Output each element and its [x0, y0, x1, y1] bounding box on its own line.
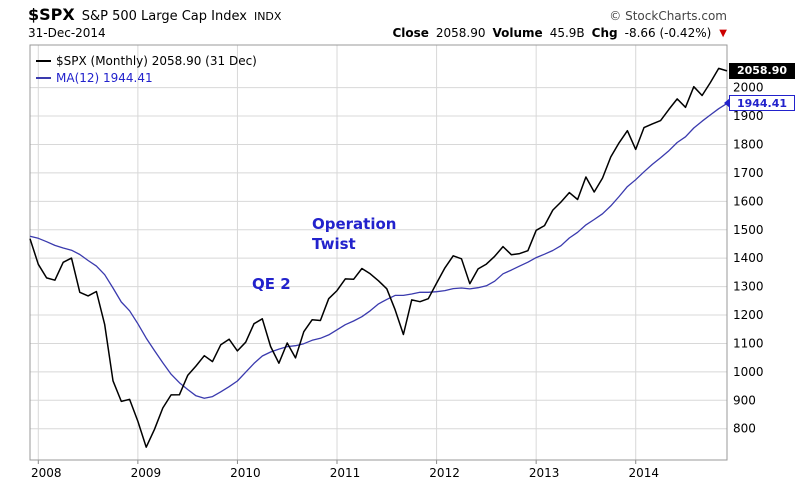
annotation-operation-twist: Operation Twist — [312, 214, 396, 254]
svg-text:2012: 2012 — [429, 466, 460, 480]
plot-legend: $SPX (Monthly) 2058.90 (31 Dec) MA(12) 1… — [36, 52, 257, 86]
svg-text:1900: 1900 — [733, 109, 764, 123]
chg-label: Chg — [591, 26, 618, 40]
svg-text:1800: 1800 — [733, 137, 764, 151]
legend-spx-label: $SPX (Monthly) 2058.90 (31 Dec) — [56, 53, 257, 68]
svg-text:1400: 1400 — [733, 251, 764, 265]
exchange-label: INDX — [253, 10, 282, 23]
ma-line-swatch-icon — [36, 76, 51, 79]
legend-spx-row: $SPX (Monthly) 2058.90 (31 Dec) — [36, 52, 257, 69]
svg-text:2010: 2010 — [230, 466, 261, 480]
svg-text:1000: 1000 — [733, 365, 764, 379]
svg-text:1500: 1500 — [733, 223, 764, 237]
svg-text:1200: 1200 — [733, 308, 764, 322]
ma-price-tag: 1944.41 — [724, 95, 795, 112]
volume-value: 45.9B — [549, 26, 585, 40]
svg-text:2008: 2008 — [31, 466, 62, 480]
svg-text:2009: 2009 — [131, 466, 162, 480]
stockcharts-watermark: © StockCharts.com — [609, 9, 727, 23]
legend-ma-label: MA(12) 1944.41 — [56, 70, 153, 85]
annotation-operation-twist-line2: Twist — [312, 235, 356, 253]
close-label: Close — [392, 26, 429, 40]
chart-header: $SPX S&P 500 Large Cap Index INDX © Stoc… — [28, 5, 727, 24]
svg-text:2014: 2014 — [628, 466, 659, 480]
close-value: 2058.90 — [435, 26, 486, 40]
svg-text:900: 900 — [733, 393, 756, 407]
svg-text:1100: 1100 — [733, 336, 764, 350]
last-price-tag: 2058.90 — [729, 62, 795, 79]
annotation-qe2: QE 2 — [252, 275, 291, 293]
annotation-operation-twist-line1: Operation — [312, 215, 397, 233]
svg-text:2000: 2000 — [733, 81, 764, 95]
spx-line-swatch-icon — [36, 59, 51, 62]
svg-text:1600: 1600 — [733, 194, 764, 208]
svg-text:800: 800 — [733, 422, 756, 436]
svg-text:2011: 2011 — [330, 466, 361, 480]
svg-text:1300: 1300 — [733, 280, 764, 294]
index-name: S&P 500 Large Cap Index — [81, 9, 247, 24]
down-triangle-icon: ▼ — [719, 28, 727, 39]
volume-label: Volume — [492, 26, 543, 40]
svg-text:2013: 2013 — [529, 466, 560, 480]
svg-text:1700: 1700 — [733, 166, 764, 180]
legend-ma-row: MA(12) 1944.41 — [36, 69, 257, 86]
quote-date: 31-Dec-2014 — [28, 26, 106, 40]
quote-row: 31-Dec-2014 Close 2058.90 Volume 45.9B C… — [28, 26, 727, 40]
quote-summary: Close 2058.90 Volume 45.9B Chg -8.66 (-0… — [392, 26, 727, 40]
symbol-label: $SPX — [28, 5, 75, 24]
chg-value: -8.66 (-0.42%) — [624, 26, 712, 40]
